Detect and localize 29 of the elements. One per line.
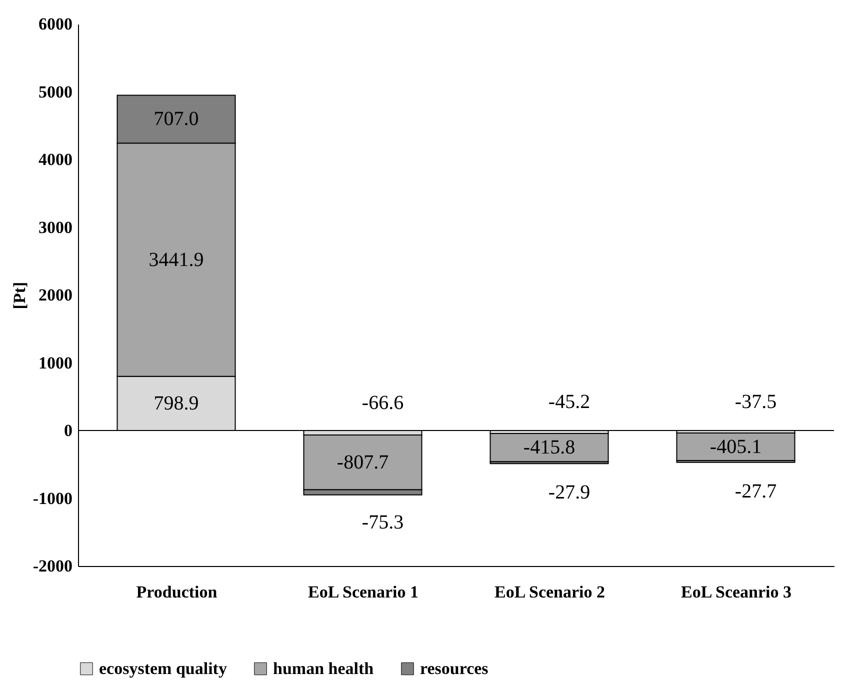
y-tick-label: 4000 bbox=[38, 150, 72, 169]
y-tick-label: -1000 bbox=[32, 488, 72, 508]
data-label: -75.3 bbox=[362, 511, 404, 534]
y-axis-title: [Pt] bbox=[10, 282, 29, 310]
data-label: -27.9 bbox=[548, 482, 590, 504]
data-label: -45.2 bbox=[548, 391, 590, 414]
data-label: 3441.9 bbox=[148, 248, 204, 271]
data-label: 798.9 bbox=[154, 392, 199, 414]
legend-label: human health bbox=[273, 658, 374, 678]
x-tick-label: EoL Scenario 1 bbox=[308, 582, 419, 602]
data-label: -37.5 bbox=[734, 390, 777, 413]
data-label: -27.7 bbox=[734, 480, 777, 502]
y-tick-label: -2000 bbox=[32, 556, 72, 576]
y-tick-label: 1000 bbox=[38, 353, 72, 372]
legend-label: ecosystem quality bbox=[99, 658, 228, 678]
y-tick-label: 6000 bbox=[38, 14, 72, 34]
y-tick-label: 3000 bbox=[38, 218, 72, 237]
y-tick-label: 0 bbox=[64, 421, 72, 440]
data-label: -807.7 bbox=[336, 451, 389, 474]
data-label: -66.6 bbox=[362, 392, 404, 414]
y-tick-label: 5000 bbox=[38, 82, 72, 102]
data-label: 707.0 bbox=[154, 108, 199, 130]
x-tick-label: EoL Sceanrio 3 bbox=[680, 582, 792, 602]
x-tick-label: EoL Scenario 2 bbox=[494, 582, 606, 602]
data-label: -405.1 bbox=[710, 436, 762, 458]
legend-label: resources bbox=[420, 658, 489, 678]
data-label: -415.8 bbox=[523, 436, 576, 459]
y-tick-label: 2000 bbox=[38, 286, 72, 304]
x-tick-label: Production bbox=[136, 582, 218, 602]
